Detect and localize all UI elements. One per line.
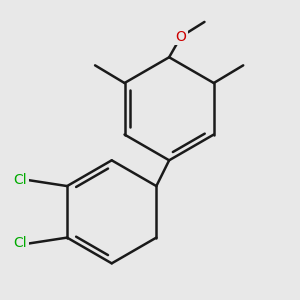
Text: Cl: Cl bbox=[14, 236, 27, 250]
Text: Cl: Cl bbox=[14, 173, 27, 187]
Text: O: O bbox=[176, 30, 186, 44]
